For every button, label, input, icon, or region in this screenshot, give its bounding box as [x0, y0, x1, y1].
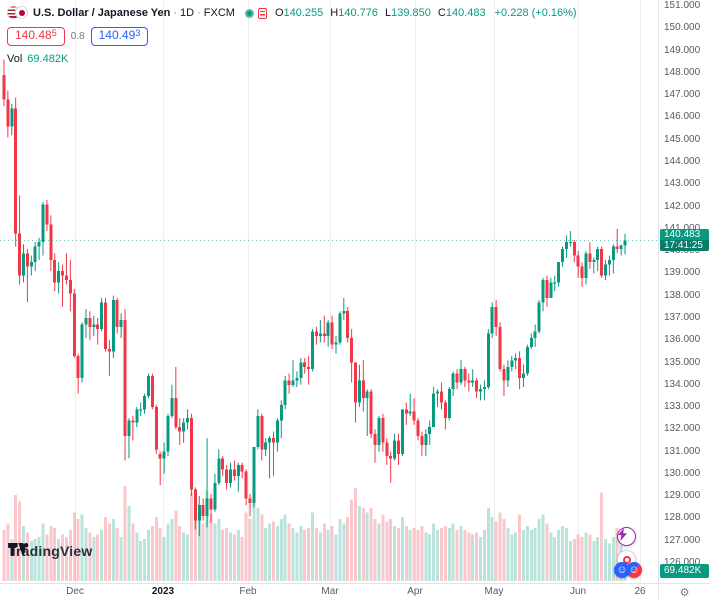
price-axis-label: 132.000 [664, 423, 701, 435]
japan-flag-icon [15, 6, 28, 19]
price-axis-label: 128.000 [664, 512, 701, 524]
exchange-label[interactable]: FXCM [203, 7, 235, 19]
price-axis-label: 144.000 [664, 156, 701, 167]
time-axis-label: Feb [239, 586, 257, 597]
price-axis-label: 142.000 [664, 200, 701, 212]
time-axis-label: 2023 [151, 586, 175, 597]
gear-icon[interactable]: ⚙ [679, 586, 690, 599]
price-axis-label: 133.000 [664, 401, 701, 412]
time-axis-label: 26 [634, 586, 646, 597]
time-axis-label: Dec [66, 586, 84, 597]
price-axis-label: 130.000 [664, 467, 701, 479]
bar-countdown: 17:41:25 [660, 240, 709, 252]
time-axis-label: Mar [321, 586, 339, 597]
sell-button[interactable]: 140.485 [7, 27, 65, 46]
low-label: L [385, 7, 392, 19]
low-value: 139.850 [391, 7, 431, 19]
live-status-dot-icon[interactable] [244, 8, 254, 18]
close-label: C [437, 7, 446, 19]
tradingview-logo-icon [8, 543, 29, 556]
last-volume-tag: 69.482K [660, 564, 709, 578]
price-axis-label: 149.000 [664, 44, 701, 56]
price-axis-label: 138.000 [664, 289, 701, 301]
time-axis-label: May [484, 586, 504, 597]
price-axis-label: 148.000 [664, 66, 701, 78]
axis-settings-corner[interactable]: ⚙ [658, 583, 710, 600]
high-value: 140.776 [338, 7, 378, 19]
close-value: 140.483 [445, 7, 486, 19]
price-axis-label: 135.000 [664, 356, 701, 368]
sentiment-buttons[interactable]: ☺ ☺ [614, 562, 642, 578]
buy-button[interactable]: 140.493 [90, 27, 149, 46]
symbol-legend: U.S. Dollar / Japanese Yen · 1D · FXCM O… [7, 5, 577, 65]
tradingview-logo-text: TradingView [8, 543, 93, 559]
price-axis-label: 147.000 [664, 89, 701, 101]
quick-trade-button[interactable] [617, 527, 636, 546]
symbol-title[interactable]: U.S. Dollar / Japanese Yen [33, 7, 171, 19]
candlestick-chart[interactable] [0, 0, 658, 583]
open-label: O [274, 7, 284, 19]
volume-legend: Vol 69.482K [7, 53, 577, 65]
change-value: +0.228 (+0.16%) [494, 7, 577, 19]
price-axis-label: 134.000 [664, 378, 701, 390]
vol-label: Vol [7, 53, 23, 65]
last-price-tag: 140.483 17:41:25 [660, 229, 709, 252]
time-axis-label: Apr [407, 586, 423, 597]
tradingview-logo[interactable]: TradingView [8, 543, 92, 559]
time-scale[interactable]: Dec 2023 Feb Mar Apr May Jun 26 [0, 583, 658, 600]
price-axis-label: 141.000 [664, 222, 701, 234]
sentiment-icon-2[interactable]: ☺ [626, 562, 642, 578]
high-label: H [330, 7, 339, 19]
notes-list-icon[interactable] [257, 7, 267, 19]
price-axis-label: 129.000 [664, 490, 701, 502]
price-axis-label: 126.000 [664, 557, 701, 568]
interval-button[interactable]: 1D [180, 7, 195, 19]
chart-pane[interactable]: U.S. Dollar / Japanese Yen · 1D · FXCM O… [0, 0, 658, 583]
price-axis-label: 143.000 [664, 178, 701, 190]
open-value: 140.255 [283, 7, 324, 19]
separator-dot: · [197, 7, 201, 19]
price-axis-label: 127.000 [664, 534, 701, 546]
price-axis-label: 145.000 [664, 133, 701, 145]
price-axis-label: 150.000 [664, 22, 701, 34]
price-axis-label: 131.000 [664, 445, 701, 457]
lightning-icon [618, 528, 627, 541]
price-axis-label: 146.000 [664, 111, 701, 123]
price-axis-label: 151.000 [664, 0, 701, 11]
spread-value: 0.8 [70, 31, 85, 42]
ohlc-readout: O140.255 H140.776 L139.850 C140.483 +0.2… [275, 7, 577, 19]
price-scale[interactable]: 126.000 127.000 128.000 129.000 130.000 131.0… [658, 0, 710, 583]
price-axis-label: 136.000 [664, 334, 701, 346]
price-axis-label: 137.000 [664, 311, 701, 323]
currency-pair-flags-icon [7, 6, 29, 20]
separator-dot: · [173, 7, 178, 19]
price-axis-label: 139.000 [664, 267, 701, 279]
vol-value: 69.482K [27, 53, 69, 65]
last-price-value: 140.483 [664, 229, 701, 241]
time-axis-label: Jun [569, 586, 587, 597]
